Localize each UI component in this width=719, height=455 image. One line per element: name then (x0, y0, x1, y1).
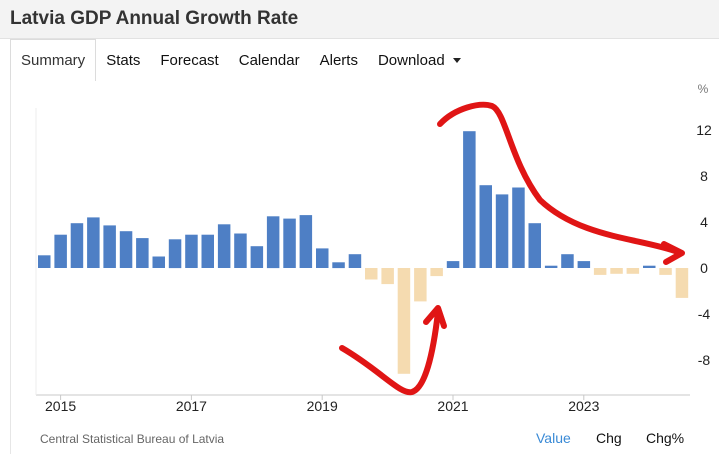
bar-2022Q3 (544, 265, 558, 268)
bar-2024Q3 (675, 268, 689, 298)
bar-2016Q2 (136, 238, 149, 268)
bar-2018Q4 (299, 215, 313, 268)
y-tick-label: 0 (700, 260, 708, 276)
series-mode-links: Value Chg Chg% (536, 430, 684, 446)
bar-2017Q1 (185, 234, 198, 268)
bar-2015Q3 (87, 217, 100, 268)
tab-alerts-label: Alerts (319, 51, 358, 69)
x-tick-label-2023: 2023 (568, 398, 599, 414)
bar-2019Q3 (348, 254, 362, 268)
tab-forecast[interactable]: Forecast (150, 39, 228, 81)
bar-2020Q1 (381, 268, 394, 285)
chevron-down-icon (452, 57, 461, 63)
bar-2021Q2 (463, 131, 476, 268)
bar-2020Q3 (414, 268, 427, 302)
y-ticks-group: 12 8 4 0 -4 -8 (696, 122, 712, 368)
bar-2019Q4 (365, 268, 378, 280)
bar-2023Q1 (577, 261, 591, 268)
tab-download-label: Download (377, 51, 445, 69)
bar-2016Q3 (152, 256, 165, 268)
tab-stats[interactable]: Stats (96, 39, 150, 81)
tab-calendar-label: Calendar (238, 51, 300, 69)
x-tick-label-2017: 2017 (176, 398, 207, 414)
tab-calendar[interactable]: Calendar (229, 39, 310, 81)
bar-2021Q3 (479, 185, 492, 268)
tab-summary-label: Summary (21, 52, 86, 69)
tab-stats-label: Stats (106, 51, 141, 69)
bar-2020Q4 (430, 268, 443, 277)
chg-link[interactable]: Chg (596, 430, 622, 446)
annotation-arrow-decline (437, 101, 681, 255)
tab-bar: Summary Stats Forecast Calendar Alerts D… (10, 39, 715, 81)
bar-2015Q4 (103, 225, 116, 268)
bar-2017Q3 (217, 224, 231, 268)
bar-2024Q1 (643, 265, 656, 268)
x-tick-label-2019: 2019 (307, 398, 338, 414)
bar-2016Q1 (119, 231, 133, 268)
bars-group (38, 131, 689, 374)
y-axis-unit-label: % (698, 82, 709, 96)
x-tick-label-2021: 2021 (437, 398, 468, 414)
tab-alerts[interactable]: Alerts (310, 39, 368, 81)
y-tick-label: -8 (698, 352, 711, 368)
bar-2023Q3 (610, 268, 623, 274)
tab-forecast-label: Forecast (160, 51, 219, 69)
x-tick-label-2015: 2015 (45, 398, 76, 414)
tab-download[interactable]: Download (368, 39, 471, 81)
bar-2018Q1 (250, 246, 264, 268)
annotation-arrowhead-decline (661, 241, 685, 265)
bar-2016Q4 (168, 239, 182, 269)
bar-2015Q1 (54, 234, 67, 268)
bar-2020Q2 (397, 268, 411, 374)
x-ticks-group: 2015 2017 2019 2021 2023 (45, 395, 600, 414)
y-tick-label: 12 (696, 122, 712, 138)
bar-2015Q2 (70, 223, 84, 268)
bar-2024Q2 (659, 268, 672, 275)
chart-panel (10, 80, 715, 454)
y-tick-label: -4 (698, 306, 711, 322)
title-bar: Latvia GDP Annual Growth Rate (0, 0, 719, 39)
y-tick-label: 4 (700, 214, 708, 230)
bar-2019Q2 (332, 262, 345, 269)
page-title: Latvia GDP Annual Growth Rate (10, 8, 299, 29)
bar-2018Q2 (266, 216, 280, 269)
chg-percent-link[interactable]: Chg% (646, 430, 685, 446)
annotation-arrow-recovery (339, 309, 441, 396)
bar-2014Q4 (38, 255, 51, 268)
value-link[interactable]: Value (536, 430, 571, 446)
bar-2023Q2 (593, 268, 607, 275)
bar-2017Q2 (201, 234, 214, 268)
annotation-arrows (339, 101, 685, 396)
bar-2023Q4 (626, 268, 640, 274)
annotation-arrowhead-recovery (423, 305, 447, 329)
bar-2019Q1 (316, 248, 329, 268)
bar-2022Q4 (561, 254, 574, 268)
bar-2018Q3 (283, 218, 296, 268)
bar-2021Q4 (495, 194, 509, 268)
bar-2022Q1 (512, 187, 525, 268)
bar-2021Q1 (446, 261, 460, 268)
bar-2022Q2 (528, 223, 541, 268)
y-tick-label: 8 (700, 168, 708, 184)
tab-summary[interactable]: Summary (10, 39, 97, 81)
source-text: Central Statistical Bureau of Latvia (40, 432, 225, 446)
bar-2017Q4 (234, 233, 247, 268)
